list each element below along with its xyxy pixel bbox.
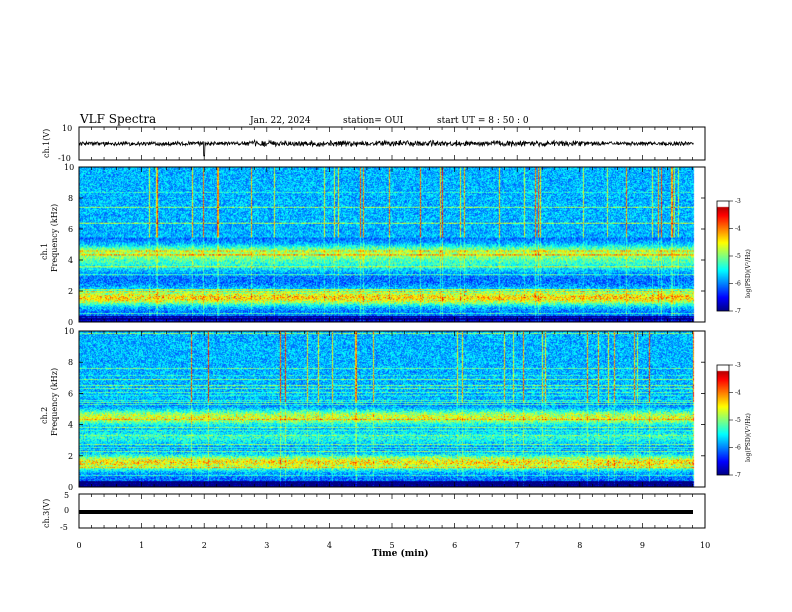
ch1-ylabel: ch.1(V) <box>42 129 51 158</box>
start-time-label: start UT = 8 : 50 : 0 <box>437 116 529 126</box>
ch3-ytick-bottom: -5 <box>60 523 68 532</box>
frequency-tick-label: 2 <box>68 452 73 461</box>
x-tick-label: 4 <box>327 541 332 550</box>
ch2-spectrogram-image <box>79 331 705 487</box>
ch1-waveform-trace <box>78 138 694 157</box>
x-axis-label: Time (min) <box>372 548 429 559</box>
frequency-tick-label: 8 <box>68 358 73 367</box>
colorbar-tick-label: -4 <box>735 226 741 233</box>
frequency-tick-label: 0 <box>68 318 73 327</box>
ch3-ytick-top: 5 <box>64 491 69 500</box>
ch2-spectrogram-panel: ch.2 Frequency (kHz) 0 2 4 6 8 10 <box>40 327 706 492</box>
ch3-waveform-trace <box>79 510 693 514</box>
x-tick-label: 7 <box>515 541 520 550</box>
frequency-tick-label: 10 <box>64 327 74 336</box>
colorbar-tick-label: -7 <box>735 472 741 479</box>
ch1-spec-ylabel-channel: ch.1 <box>40 243 49 260</box>
colorbar-tick-label: -4 <box>735 390 741 397</box>
colorbar-tick-label: -6 <box>735 281 741 288</box>
frequency-tick-label: 2 <box>68 287 73 296</box>
colorbar-tick-label: -7 <box>735 308 741 315</box>
frequency-tick-label: 0 <box>68 483 73 492</box>
ch1-colorbar: -3 -4 -5 -6 -7 log(PSD)(V²/Hz) <box>716 198 752 315</box>
ch3-ytick-mid: 0 <box>64 506 69 515</box>
frequency-tick-label: 6 <box>68 225 73 234</box>
frequency-tick-label: 4 <box>68 256 73 265</box>
ch1-spectrogram-image <box>79 167 705 322</box>
x-tick-label: 0 <box>77 541 82 550</box>
x-tick-label: 6 <box>452 541 457 550</box>
x-tick-label: 9 <box>640 541 645 550</box>
frequency-tick-label: 8 <box>68 194 73 203</box>
x-tick-marks <box>78 127 706 528</box>
ch1-spectrogram-panel: ch.1 Frequency (kHz) 0 2 4 6 8 10 <box>40 163 706 327</box>
figure-title: VLF Spectra <box>79 112 156 126</box>
ch2-spec-ylabel-frequency: Frequency (kHz) <box>50 368 59 436</box>
station-label: station= OUI <box>343 116 404 126</box>
ch3-ylabel: ch.3(V) <box>42 499 51 528</box>
ch1-waveform-panel: 10 -10 ch.1(V) <box>42 124 706 163</box>
colorbar-tick-label: -5 <box>735 417 741 424</box>
ch2-spec-ylabel-channel: ch.2 <box>40 407 49 424</box>
ch1-ytick-bottom: -10 <box>58 154 71 163</box>
ch1-colorbar-label: log(PSD)(V²/Hz) <box>745 249 752 298</box>
x-tick-label: 10 <box>700 541 710 550</box>
x-tick-label: 1 <box>139 541 144 550</box>
x-tick-label: 3 <box>264 541 269 550</box>
ch1-ytick-top: 10 <box>62 124 72 133</box>
x-tick-label: 5 <box>390 541 395 550</box>
colorbar-tick-label: -6 <box>735 445 741 452</box>
x-tick-label: 2 <box>202 541 207 550</box>
ch1-colorbar-image <box>717 201 729 311</box>
ch2-colorbar-image <box>717 365 729 475</box>
frequency-tick-label: 4 <box>68 421 73 430</box>
colorbar-tick-label: -3 <box>735 198 741 205</box>
x-tick-labels: 0 1 2 3 4 5 6 7 8 9 10 <box>77 541 711 550</box>
x-tick-label: 8 <box>577 541 582 550</box>
colorbar-tick-label: -5 <box>735 253 741 260</box>
frequency-tick-label: 6 <box>68 389 73 398</box>
colorbar-tick-label: -3 <box>735 362 741 369</box>
date-label: Jan. 22, 2024 <box>249 116 311 126</box>
ch1-spec-ylabel-frequency: Frequency (kHz) <box>50 204 59 272</box>
frequency-tick-label: 10 <box>64 163 74 172</box>
ch3-waveform-panel: 5 0 -5 ch.3(V) <box>42 491 706 532</box>
ch2-colorbar: -3 -4 -5 -6 -7 log(PSD)(V²/Hz) <box>716 362 752 479</box>
ch2-colorbar-label: log(PSD)(V²/Hz) <box>745 413 752 462</box>
